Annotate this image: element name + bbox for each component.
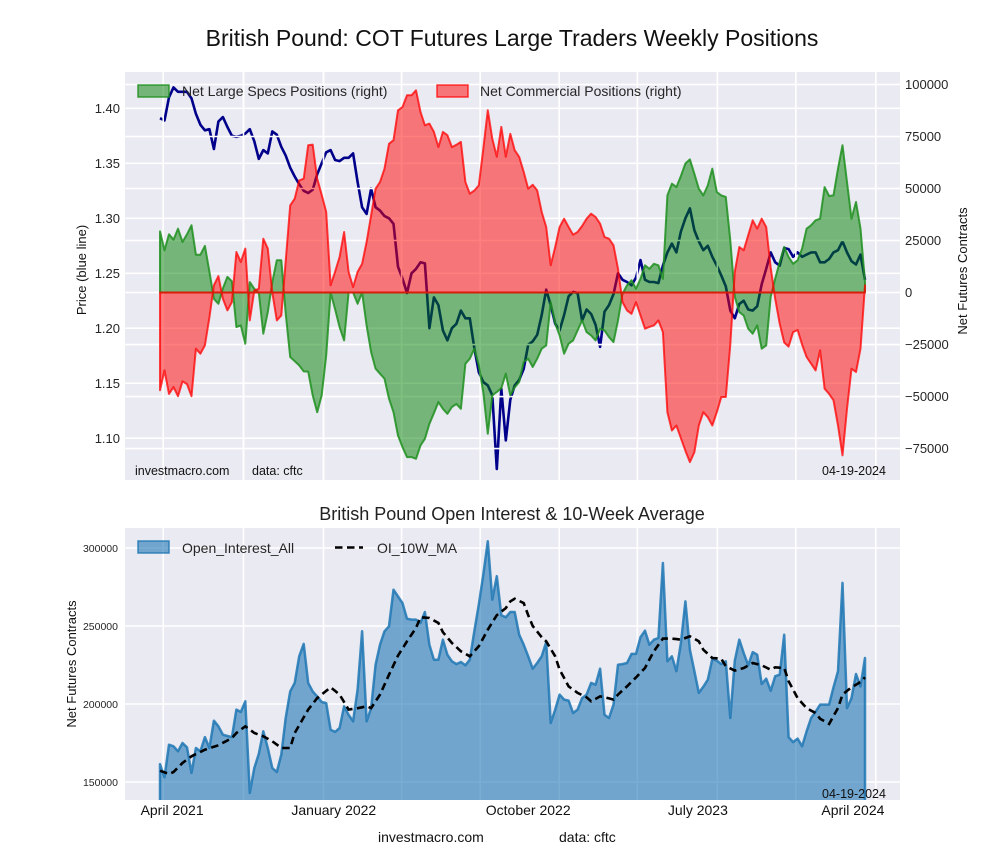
price-tick-label: 1.20	[95, 321, 120, 336]
oi-legend: Open_Interest_All OI_10W_MA	[137, 540, 458, 556]
legend-item-open-interest: Open_Interest_All	[137, 540, 294, 556]
price-tick-label: 1.30	[95, 211, 120, 226]
price-tick-label: 1.15	[95, 376, 120, 391]
contracts-tick-label: −25000	[905, 337, 949, 352]
legend-swatch-specs	[137, 84, 170, 98]
watermark-source: data: cftc	[252, 464, 303, 478]
price-axis-label: Price (blue line)	[74, 225, 89, 315]
oi-layer	[158, 540, 867, 800]
contracts-tick-label: 25000	[905, 233, 941, 248]
price-tick-labels: 1.10 1.15 1.20 1.25 1.30 1.35 1.40	[95, 101, 120, 446]
contracts-axis-label: Net Futures Contracts	[955, 207, 970, 335]
contracts-tick-labels: −75000 −50000 −25000 0 25000 50000 75000 100000	[905, 77, 949, 456]
report-date: 04-19-2024	[822, 464, 886, 478]
price-tick-label: 1.25	[95, 266, 120, 281]
oi-tick-labels: 150000 200000 250000 300000	[83, 543, 118, 789]
figure-title: British Pound: COT Futures Large Traders…	[206, 25, 819, 51]
contracts-tick-label: −75000	[905, 441, 949, 456]
positions-chart: 1.10 1.15 1.20 1.25 1.30 1.35 1.40 −75000 −5000…	[74, 72, 970, 480]
legend-swatch-open-interest	[137, 540, 170, 554]
oi-tick-label: 150000	[83, 777, 118, 789]
oi-tick-label: 300000	[83, 543, 118, 555]
legend-label-open-interest: Open_Interest_All	[182, 540, 294, 556]
price-tick-label: 1.35	[95, 156, 120, 171]
net-large-specs-area	[159, 144, 866, 460]
footer-site: investmacro.com	[378, 829, 484, 845]
price-tick-label: 1.10	[95, 431, 120, 446]
open-interest-chart: 150000 200000 250000 300000 April 2021 Janua…	[64, 528, 900, 818]
open-interest-title: British Pound Open Interest & 10-Week Av…	[319, 504, 705, 524]
contracts-tick-label: 50000	[905, 181, 941, 196]
date-tick-label: January 2022	[291, 802, 376, 818]
legend-item-commercial: Net Commercial Positions (right)	[436, 83, 682, 99]
open-interest-area	[158, 540, 867, 800]
date-tick-label: July 2023	[668, 802, 728, 818]
date-tick-label: April 2024	[821, 802, 884, 818]
watermark-site: investmacro.com	[135, 464, 229, 478]
price-tick-label: 1.40	[95, 101, 120, 116]
net-commercial-area	[159, 89, 866, 464]
oi-10w-ma-line	[159, 597, 866, 776]
contracts-tick-label: 0	[905, 285, 912, 300]
contracts-tick-label: −50000	[905, 389, 949, 404]
legend-label-specs: Net Large Specs Positions (right)	[182, 83, 387, 99]
legend-swatch-commercial	[436, 84, 469, 98]
oi-axis-label: Net Futures Contracts	[64, 600, 79, 728]
positions-area-layer	[159, 89, 866, 464]
legend-item-specs: Net Large Specs Positions (right)	[137, 83, 387, 99]
date-tick-labels: April 2021 January 2022 October 2022 July 2…	[141, 802, 885, 818]
contracts-tick-label: 100000	[905, 77, 948, 92]
legend-label-oi-ma: OI_10W_MA	[377, 540, 458, 556]
footer-source: data: cftc	[559, 829, 616, 845]
oi-report-date: 04-19-2024	[822, 787, 886, 801]
legend-label-commercial: Net Commercial Positions (right)	[480, 83, 682, 99]
legend-item-oi-ma: OI_10W_MA	[335, 540, 458, 556]
oi-tick-label: 200000	[83, 699, 118, 711]
contracts-tick-label: 75000	[905, 129, 941, 144]
positions-legend: Net Large Specs Positions (right) Net Co…	[137, 83, 682, 99]
oi-tick-label: 250000	[83, 621, 118, 633]
date-tick-label: October 2022	[486, 802, 571, 818]
date-tick-label: April 2021	[141, 802, 204, 818]
